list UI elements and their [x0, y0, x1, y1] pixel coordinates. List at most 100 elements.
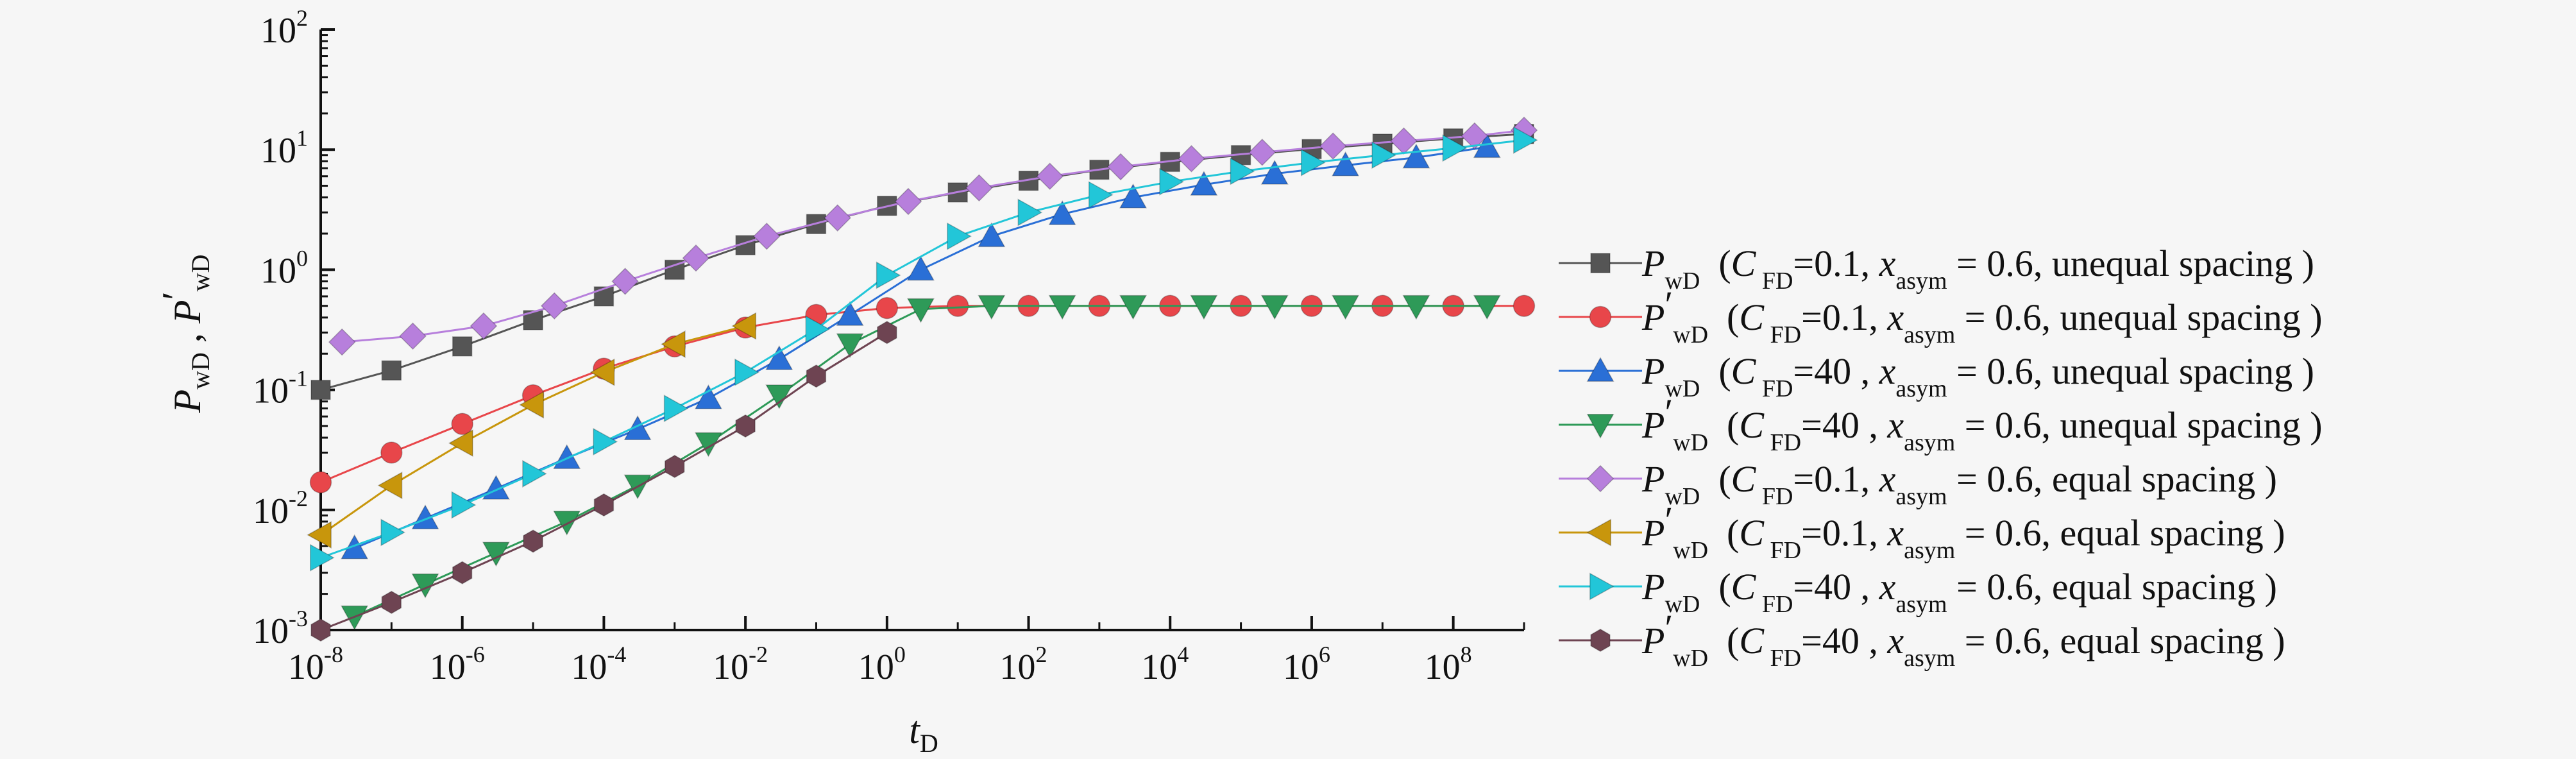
- series-3-point: [553, 444, 581, 469]
- series-3-point: [1332, 151, 1360, 176]
- series-6-point: [660, 330, 686, 358]
- series-5-point: [1461, 122, 1489, 150]
- series-5-point: [470, 312, 498, 340]
- legend-label-part: FD: [1756, 375, 1793, 402]
- legend-label-part: x: [1886, 512, 1904, 554]
- legend-label-part: wD: [1665, 375, 1700, 402]
- series-7-line: [320, 139, 1525, 559]
- legend-label-part: = 0.6, unequal spacing ): [1955, 296, 2322, 338]
- series-5-point: [1036, 162, 1064, 191]
- legend-label-part: x: [1879, 243, 1896, 284]
- series-4: [341, 294, 1501, 631]
- y-tick-exp: 1: [296, 125, 308, 151]
- legend-label-part: ′: [1665, 499, 1673, 541]
- legend-label: P′wD (C FD=0.1, xasym = 0.6, equal spaci…: [1641, 499, 2285, 564]
- legend: PwD (C FD=0.1, xasym = 0.6, unequal spac…: [1559, 243, 2323, 672]
- legend-item-5: PwD (C FD=0.1, xasym = 0.6, equal spacin…: [1559, 458, 2277, 510]
- y-axis-title-prime: ′: [155, 291, 197, 300]
- legend-label-part: C: [1731, 243, 1757, 284]
- x-tick-base: 10: [713, 647, 749, 687]
- series-7-point: [593, 427, 618, 456]
- series-5-point: [1319, 132, 1347, 160]
- x-tick-label: 10-2: [713, 642, 768, 687]
- series-5: [328, 116, 1538, 356]
- legend-label-part: = 0.6, equal spacing ): [1947, 566, 2277, 608]
- x-tick-base: 10: [1141, 647, 1177, 687]
- legend-item-3: PwD (C FD=40 , xasym = 0.6, unequal spac…: [1559, 350, 2314, 402]
- series-3-point: [1402, 143, 1430, 169]
- x-tick-base: 10: [1283, 647, 1319, 687]
- series-6-point: [731, 312, 757, 340]
- legend-label-part: x: [1886, 620, 1904, 661]
- legend-label: PwD (C FD=0.1, xasym = 0.6, equal spacin…: [1641, 458, 2277, 510]
- series-6-point: [589, 358, 615, 386]
- series-8: [310, 321, 897, 642]
- legend-label-part: =0.1,: [1801, 296, 1887, 338]
- series-3-point: [1048, 200, 1076, 225]
- series-3-point: [694, 384, 722, 409]
- y-axis-title-sep: ,: [166, 323, 208, 352]
- legend-marker: [1590, 628, 1611, 652]
- series-8-point: [452, 561, 473, 584]
- series-4-point: [1048, 294, 1076, 320]
- series-6-point: [307, 521, 332, 549]
- legend-label-part: wD: [1673, 321, 1708, 348]
- x-tick-label: 10-6: [430, 642, 485, 687]
- legend-label-part: x: [1879, 350, 1896, 392]
- x-tick-base: 10: [858, 647, 894, 687]
- y-tick-label: 10-3: [253, 606, 308, 651]
- legend-label-part: FD: [1756, 591, 1793, 618]
- series-4-point: [1402, 294, 1430, 320]
- legend-label-part: C: [1739, 404, 1765, 446]
- x-tick-exp: 4: [1177, 642, 1189, 667]
- legend-item-2: P′wD (C FD=0.1, xasym = 0.6, unequal spa…: [1559, 284, 2323, 348]
- series-4-point: [906, 298, 935, 323]
- legend-label-part: P: [1641, 404, 1665, 446]
- legend-label-part: =40 ,: [1793, 566, 1879, 608]
- legend-label-part: (: [1700, 243, 1731, 284]
- legend-label-part: ′: [1665, 284, 1673, 325]
- y-tick-base: 10: [260, 11, 296, 51]
- legend-label-part: P: [1641, 512, 1665, 554]
- x-tick-label: 106: [1283, 642, 1330, 687]
- y-tick-base: 10: [253, 491, 289, 531]
- legend-label-part: asym: [1895, 591, 1947, 618]
- legend-label-part: asym: [1895, 483, 1947, 510]
- series-3-point: [1190, 171, 1218, 196]
- series-4-point: [1260, 294, 1289, 320]
- legend-label-part: ′: [1665, 391, 1673, 433]
- legend-label-part: =0.1,: [1801, 512, 1887, 554]
- x-tick-exp: 6: [1319, 642, 1330, 667]
- legend-label-part: asym: [1904, 645, 1955, 672]
- x-axis-title: tD: [909, 709, 938, 758]
- x-axis-title-sub: D: [920, 729, 938, 758]
- legend-item-8: P′wD (C FD=40 , xasym = 0.6, equal spaci…: [1559, 607, 2285, 672]
- legend-label-part: x: [1879, 458, 1896, 500]
- legend-marker: [1586, 357, 1614, 382]
- legend-label-part: =0.1,: [1793, 458, 1879, 500]
- y-tick-base: 10: [260, 251, 296, 291]
- series-5-point: [753, 222, 781, 250]
- legend-label-part: =40 ,: [1793, 350, 1879, 392]
- series-5-point: [611, 268, 639, 295]
- series-3-point: [1260, 159, 1289, 185]
- legend-label-part: = 0.6, equal spacing ): [1955, 620, 2285, 661]
- legend-label-part: wD: [1665, 483, 1700, 510]
- legend-label-part: =0.1,: [1793, 243, 1879, 284]
- legend-item-7: PwD (C FD=40 , xasym = 0.6, equal spacin…: [1559, 566, 2277, 618]
- legend-marker: [1586, 518, 1611, 547]
- series-5-point: [682, 244, 710, 272]
- series-5-point: [328, 328, 356, 356]
- series-5-point: [1178, 145, 1205, 173]
- legend-label-part: FD: [1756, 483, 1793, 510]
- legend-label-part: P: [1641, 458, 1665, 500]
- legend-marker: [1590, 253, 1611, 273]
- legend-marker: [1589, 572, 1614, 601]
- y-tick-exp: -2: [289, 486, 308, 511]
- legend-label-part: (: [1700, 566, 1731, 608]
- series-4-point: [1119, 294, 1148, 320]
- x-tick-base: 10: [571, 647, 607, 687]
- series-2-point: [1513, 294, 1536, 318]
